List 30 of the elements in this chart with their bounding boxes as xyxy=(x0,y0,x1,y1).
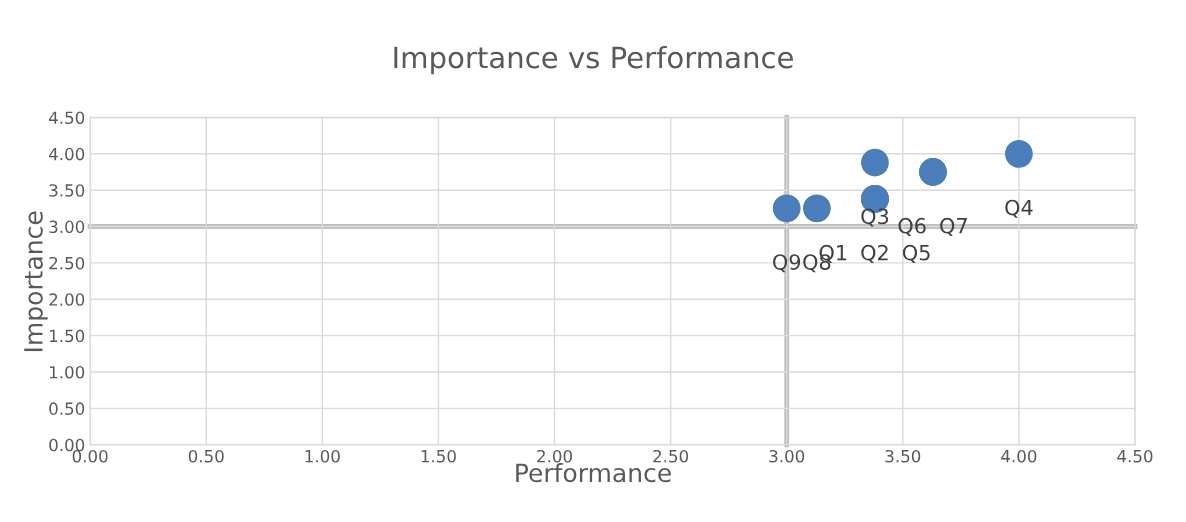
y-tick-label: 0.00 xyxy=(49,438,85,452)
annotation: Q5 xyxy=(902,244,930,263)
y-tick-label: 3.00 xyxy=(49,220,85,234)
x-tick-label: 1.50 xyxy=(421,449,456,463)
chart-title: Importance vs Performance xyxy=(394,45,793,75)
y-tick-label: 2.50 xyxy=(49,256,85,270)
annotation: Q7 xyxy=(940,217,967,236)
y-tick-label: 3.50 xyxy=(49,184,85,197)
x-tick-label: 4.50 xyxy=(1117,449,1153,463)
x-tick-label: 0.50 xyxy=(188,449,224,463)
x-tick-label: 2.00 xyxy=(537,449,572,463)
y-tick-label: 4.50 xyxy=(48,111,85,125)
x-axis-title: Performance xyxy=(516,462,671,483)
y-tick-label: 1.50 xyxy=(50,329,85,343)
x-tick-label: 2.50 xyxy=(653,449,689,463)
x-tick-label: 3.00 xyxy=(769,449,805,463)
annotation: Q2 xyxy=(861,244,888,263)
y-tick-label: 4.00 xyxy=(48,147,85,161)
annotation: Q3 xyxy=(861,208,889,227)
annotation: Q4 xyxy=(1005,199,1033,218)
annotation: Q6 xyxy=(898,217,926,236)
y-axis-title: Importance xyxy=(24,211,48,352)
x-tick-label: 3.50 xyxy=(885,449,921,463)
annotation: Q9 xyxy=(773,254,801,273)
y-tick-label: 1.00 xyxy=(50,365,85,379)
x-tick-label: 1.00 xyxy=(305,449,340,463)
y-tick-label: 2.00 xyxy=(49,293,85,306)
x-tick-label: 4.00 xyxy=(1001,449,1037,463)
y-tick-label: 0.50 xyxy=(49,402,85,415)
x-tick-label: 0.00 xyxy=(72,449,108,463)
